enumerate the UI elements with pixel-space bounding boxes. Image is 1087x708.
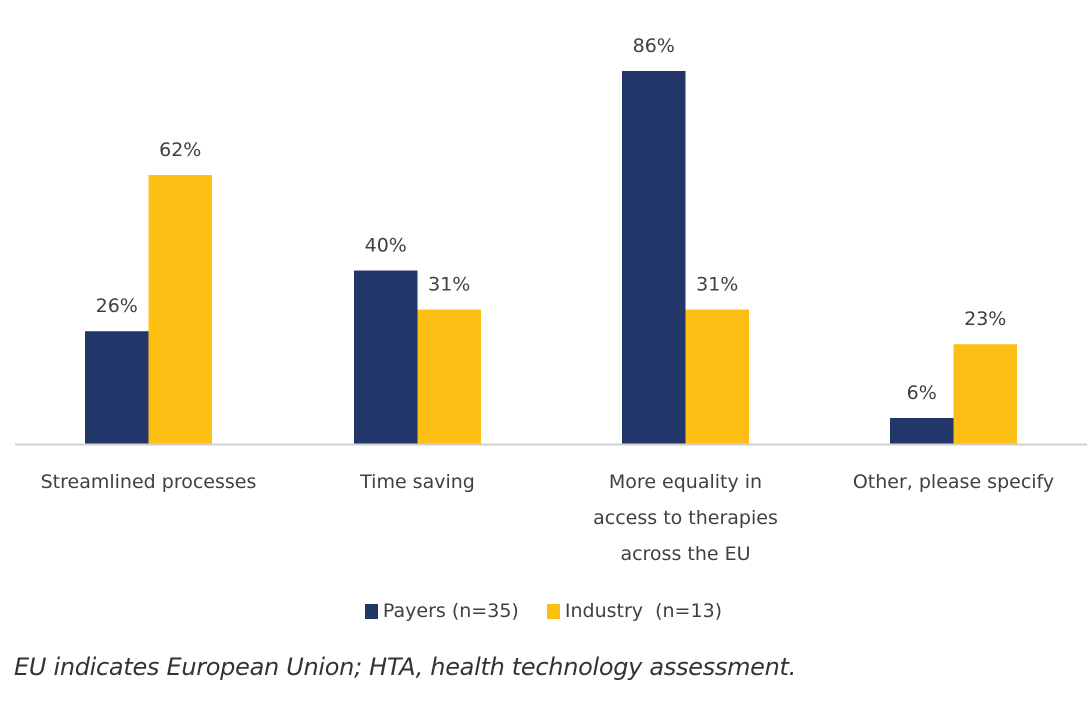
legend-item-industry: Industry (n=13): [546, 600, 723, 622]
legend-label-payers: Payers (n=35): [382, 600, 519, 622]
data-label-payers-0: 26%: [96, 295, 138, 317]
category-label-1: Time saving: [359, 471, 475, 493]
figure-caption: EU indicates European Union; HTA, health…: [14, 653, 796, 681]
data-label-industry-3: 23%: [964, 308, 1006, 330]
bar-chart: 26% 40% 86% 6% 62% 31% 31% 23% Streamlined proc…: [15, 35, 1087, 565]
legend-item-payers: Payers (n=35): [364, 600, 519, 622]
category-label-0: Streamlined processes: [41, 471, 257, 493]
data-label-payers-2: 86%: [633, 35, 675, 57]
data-label-industry-0: 62%: [159, 139, 201, 161]
category-label-2-line-2: across the EU: [620, 543, 750, 565]
legend-swatch-industry: [546, 603, 560, 619]
legend: Payers (n=35) Industry (n=13): [0, 600, 1087, 624]
legend-label-industry: Industry (n=13): [564, 600, 723, 622]
bar-payers-3: [890, 417, 954, 444]
bar-industry-1: [417, 309, 481, 444]
data-label-payers-1: 40%: [365, 235, 407, 257]
bars-group: [85, 71, 1017, 444]
data-label-industry-1: 31%: [428, 274, 470, 296]
category-labels-group: Streamlined processes Time saving More equ…: [41, 471, 1055, 565]
bar-payers-1: [354, 270, 418, 444]
bar-industry-3: [953, 344, 1017, 444]
category-label-3: Other, please specify: [853, 471, 1054, 493]
data-labels-group: 26% 40% 86% 6% 62% 31% 31% 23%: [96, 35, 1007, 404]
data-label-payers-3: 6%: [907, 382, 937, 404]
bar-payers-0: [85, 331, 149, 444]
bar-payers-2: [622, 71, 686, 444]
data-label-industry-2: 31%: [696, 274, 738, 296]
bar-industry-0: [148, 175, 212, 444]
category-label-2-line-0: More equality in: [609, 471, 762, 493]
category-label-2-line-1: access to therapies: [593, 507, 778, 529]
legend-swatch-payers: [364, 603, 378, 619]
bar-industry-2: [685, 309, 749, 444]
